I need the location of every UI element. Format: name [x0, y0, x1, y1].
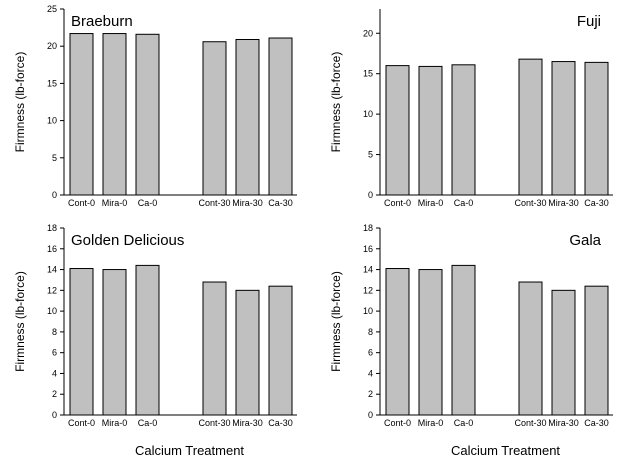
- y-tick-label: 16: [47, 244, 57, 254]
- y-tick-label: 6: [368, 348, 373, 358]
- bar-ca-0: [451, 64, 476, 196]
- y-tick-label: 12: [47, 285, 57, 295]
- y-axis-label: Firmness (lb-force): [13, 271, 27, 372]
- bar-ca-0: [451, 264, 476, 416]
- y-tick-label: 0: [52, 410, 57, 420]
- bar-ca-30: [584, 61, 609, 196]
- chart-panel-3: 0 2 4 6 8 10 12 14 16 18 Cont-0 Mira-0 Ca-0 Cont-30 Mi…: [13, 223, 297, 458]
- y-tick-label: 16: [363, 244, 373, 254]
- y-tick-label: 4: [368, 368, 373, 378]
- y-tick-label: 12: [363, 285, 373, 295]
- bar-cont-0: [69, 268, 94, 416]
- y-tick-label: 18: [363, 223, 373, 233]
- chart-title: Braeburn: [71, 13, 133, 30]
- x-tick-label: Mira-30: [548, 198, 579, 208]
- bar-ca-30: [268, 37, 293, 196]
- bar-cont-0: [69, 33, 94, 196]
- y-axis-label: Firmness (lb-force): [329, 271, 343, 372]
- bar-mira-0: [102, 33, 127, 196]
- x-tick-label: Ca-0: [454, 198, 474, 208]
- y-tick-label: 5: [368, 150, 373, 160]
- bar-ca-0: [135, 264, 160, 416]
- chart-title: Gala: [569, 232, 601, 249]
- bar-cont-0: [385, 65, 410, 196]
- y-tick-label: 14: [47, 265, 57, 275]
- chart-panel-1: 0 5 10 15 20 25 Cont-0 Mira-0 Ca-0 Cont-30 Mira-30…: [13, 4, 297, 208]
- bar-ca-30: [268, 285, 293, 416]
- x-tick-label: Cont-0: [68, 198, 95, 208]
- bar-cont-30: [202, 281, 227, 416]
- bar-mira-30: [551, 289, 576, 416]
- chart-title: Golden Delicious: [71, 232, 184, 249]
- bar-mira-30: [551, 61, 576, 196]
- bar-cont-30: [518, 58, 543, 196]
- x-tick-label: Ca-30: [268, 198, 293, 208]
- y-tick-label: 5: [52, 153, 57, 163]
- y-axis-label: Firmness (lb-force): [13, 52, 27, 153]
- x-tick-label: Cont-0: [384, 198, 411, 208]
- x-tick-label: Ca-0: [138, 418, 158, 428]
- y-tick-label: 20: [47, 41, 57, 51]
- chart-title: Fuji: [577, 13, 601, 30]
- bar-mira-30: [235, 39, 260, 196]
- chart-panel-4: 0 2 4 6 8 10 12 14 16 18 Cont-0 Mira-0 Ca-0 Cont-30 Mi…: [329, 223, 613, 458]
- bar-ca-30: [584, 285, 609, 416]
- x-tick-label: Cont-30: [514, 198, 546, 208]
- x-tick-label: Mira-0: [418, 198, 444, 208]
- x-tick-label: Cont-0: [384, 418, 411, 428]
- bar-mira-0: [102, 269, 127, 416]
- x-tick-label: Ca-30: [268, 418, 293, 428]
- x-tick-label: Cont-30: [514, 418, 546, 428]
- x-axis-label: Calcium Treatment: [451, 443, 560, 458]
- bar-cont-0: [385, 268, 410, 416]
- x-tick-label: Mira-0: [418, 418, 444, 428]
- y-tick-label: 2: [52, 389, 57, 399]
- y-tick-label: 0: [368, 410, 373, 420]
- x-tick-label: Mira-30: [232, 418, 263, 428]
- y-axis-label: Firmness (lb-force): [329, 52, 343, 153]
- x-tick-label: Mira-30: [232, 198, 263, 208]
- y-tick-label: 0: [52, 190, 57, 200]
- bar-mira-0: [418, 65, 443, 196]
- chart-panel-2: 0 5 10 15 20 Cont-0 Mira-0 Ca-0 Cont-30 Mira-30 Ca…: [329, 9, 613, 208]
- y-tick-label: 6: [52, 348, 57, 358]
- x-axis-label: Calcium Treatment: [135, 443, 244, 458]
- y-tick-label: 10: [47, 306, 57, 316]
- bar-cont-30: [518, 281, 543, 416]
- x-tick-label: Cont-30: [198, 418, 230, 428]
- y-tick-label: 10: [363, 109, 373, 119]
- y-tick-label: 2: [368, 389, 373, 399]
- y-tick-label: 18: [47, 223, 57, 233]
- bar-ca-0: [135, 33, 160, 196]
- bar-mira-30: [235, 289, 260, 416]
- x-tick-label: Mira-0: [102, 418, 128, 428]
- y-tick-label: 15: [363, 69, 373, 79]
- x-tick-label: Ca-30: [584, 198, 609, 208]
- bar-cont-30: [202, 41, 227, 196]
- y-tick-label: 8: [52, 327, 57, 337]
- x-tick-label: Cont-30: [198, 198, 230, 208]
- y-tick-label: 20: [363, 28, 373, 38]
- y-tick-label: 10: [47, 116, 57, 126]
- x-tick-label: Mira-0: [102, 198, 128, 208]
- x-tick-label: Ca-0: [454, 418, 474, 428]
- x-tick-label: Ca-30: [584, 418, 609, 428]
- y-tick-label: 15: [47, 78, 57, 88]
- y-tick-label: 8: [368, 327, 373, 337]
- bar-mira-0: [418, 269, 443, 416]
- y-tick-label: 14: [363, 265, 373, 275]
- y-tick-label: 25: [47, 4, 57, 14]
- x-tick-label: Ca-0: [138, 198, 158, 208]
- y-tick-label: 0: [368, 190, 373, 200]
- x-tick-label: Mira-30: [548, 418, 579, 428]
- y-tick-label: 10: [363, 306, 373, 316]
- x-tick-label: Cont-0: [68, 418, 95, 428]
- y-tick-label: 4: [52, 368, 57, 378]
